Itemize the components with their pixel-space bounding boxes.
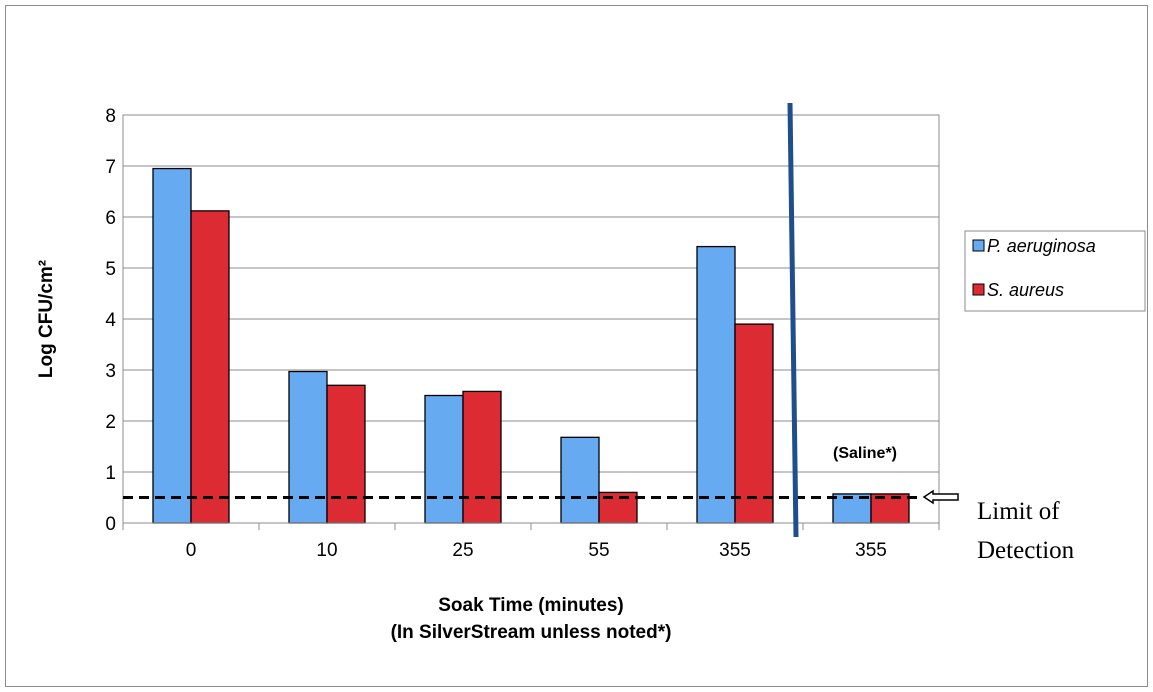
legend-label-p-aeruginosa: P. aeruginosa (987, 236, 1096, 256)
bar-p-aeruginosa-3 (560, 436, 600, 524)
y-tick-label-8: 8 (105, 106, 116, 127)
x-tick-label: 55 (588, 540, 609, 561)
legend: P. aeruginosa S. aureus (964, 230, 1146, 312)
bar-s-aureus-4 (734, 323, 774, 524)
x-tick-label: 10 (316, 540, 337, 561)
x-tick-label: 355 (719, 540, 751, 561)
y-tick-labels: 0 1 2 3 4 5 6 7 8 (105, 106, 116, 535)
bar-p-aeruginosa-1 (288, 370, 328, 524)
limit-of-detection-arrow (922, 489, 959, 505)
x-tick-label: 25 (452, 540, 473, 561)
x-tick-label: 355 (855, 540, 887, 561)
bar-p-aeruginosa-0 (152, 167, 192, 524)
bar-p-aeruginosa-4 (696, 245, 736, 524)
bar-s-aureus-0 (190, 210, 230, 524)
y-axis-title: Log CFU/cm² (36, 260, 57, 378)
x-tick-labels: 0 10 25 55 355 355 (186, 540, 887, 561)
y-tick-label-4: 4 (105, 310, 116, 331)
y-tick-label-7: 7 (105, 157, 116, 178)
bar-p-aeruginosa-2 (424, 394, 464, 524)
y-tick-label-5: 5 (105, 259, 116, 280)
legend-swatch-p-aeruginosa (972, 239, 985, 252)
y-tick-label-0: 0 (105, 514, 116, 535)
gridlines (123, 114, 939, 473)
x-tick-label: 0 (186, 540, 197, 561)
y-tick-label-3: 3 (105, 361, 116, 382)
y-tick-label-1: 1 (105, 463, 116, 484)
x-axis-title: Soak Time (minutes) (438, 595, 623, 616)
bar-s-aureus-1 (326, 384, 366, 524)
x-axis-subtitle: (In SilverStream unless noted*) (391, 622, 672, 643)
limit-label-line2: Detection (977, 537, 1075, 564)
saline-annotation: (Saline*) (833, 445, 897, 462)
legend-label-s-aureus: S. aureus (987, 280, 1064, 300)
legend-box (964, 230, 1146, 312)
y-tick-label-6: 6 (105, 208, 116, 229)
bar-s-aureus-2 (462, 390, 502, 524)
legend-swatch-s-aureus (972, 283, 985, 296)
y-tick-label-2: 2 (105, 412, 116, 433)
series-separator-line (787, 102, 799, 538)
limit-label-line1: Limit of (977, 498, 1060, 525)
x-tick-marks (122, 523, 940, 530)
bars (152, 167, 910, 524)
